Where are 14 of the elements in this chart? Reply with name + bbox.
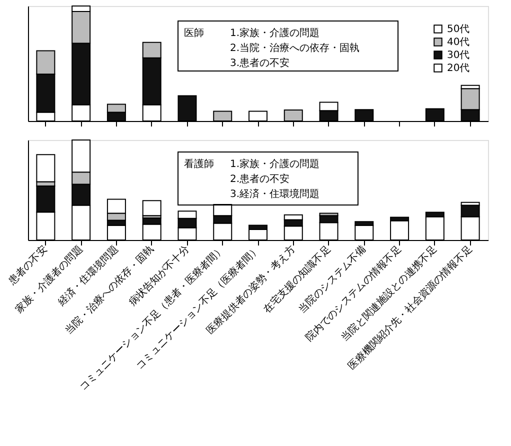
annotation: 2.患者の不安 [230,173,290,185]
annotation: 3.患者の不安 [230,57,290,69]
annotation: 看護師 [184,158,214,170]
bar [142,200,162,216]
legend-label: 50代 [447,24,470,35]
annotation: 3.経済・住環境問題 [230,188,320,200]
annotation: 1.家族・介護の問題 [230,27,320,39]
legend-label: 20代 [447,63,470,74]
annotation: 医師 [184,27,204,39]
annotation: 2.当院・治療への依存・固執 [230,42,360,54]
legend-label: 40代 [447,37,470,48]
bar [36,154,56,182]
annotation: 1.家族・介護の問題 [230,158,320,170]
legend-label: 30代 [447,50,470,61]
